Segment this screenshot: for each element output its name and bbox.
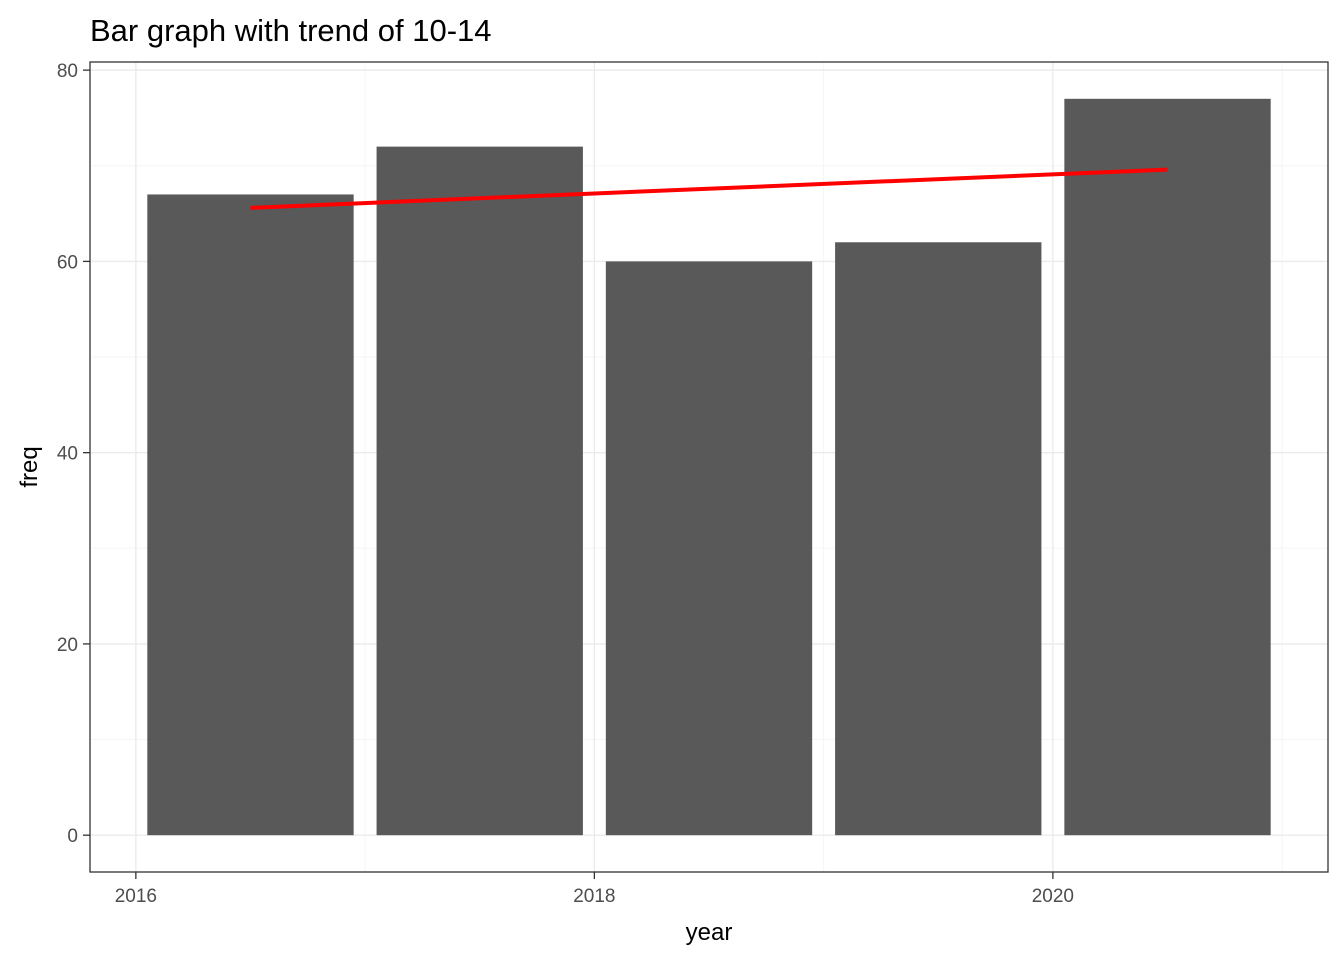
trend-line-group [250,167,1168,210]
y-axis-title: freq [16,446,43,487]
trend-line [250,167,1168,210]
y-axis: 0 20 40 60 80 [57,61,90,847]
chart-title: Bar graph with trend of 10-14 [90,13,492,48]
y-tick-label: 80 [57,61,78,82]
x-tick-label: 2020 [1032,886,1074,907]
x-axis: 2016 2018 2020 [115,872,1074,907]
y-tick-label: 40 [57,444,78,465]
bar [376,146,583,836]
x-tick-label: 2018 [573,886,615,907]
x-axis-title: year [686,919,733,946]
y-tick-label: 20 [57,635,78,656]
bars [147,98,1271,836]
bar [1064,98,1271,836]
panel-border [89,61,1329,873]
x-tick-label: 2016 [115,886,157,907]
y-tick-label: 0 [67,826,78,847]
bar [605,261,813,836]
bar [835,242,1042,836]
y-tick-label: 60 [57,252,78,273]
bar [147,194,354,836]
